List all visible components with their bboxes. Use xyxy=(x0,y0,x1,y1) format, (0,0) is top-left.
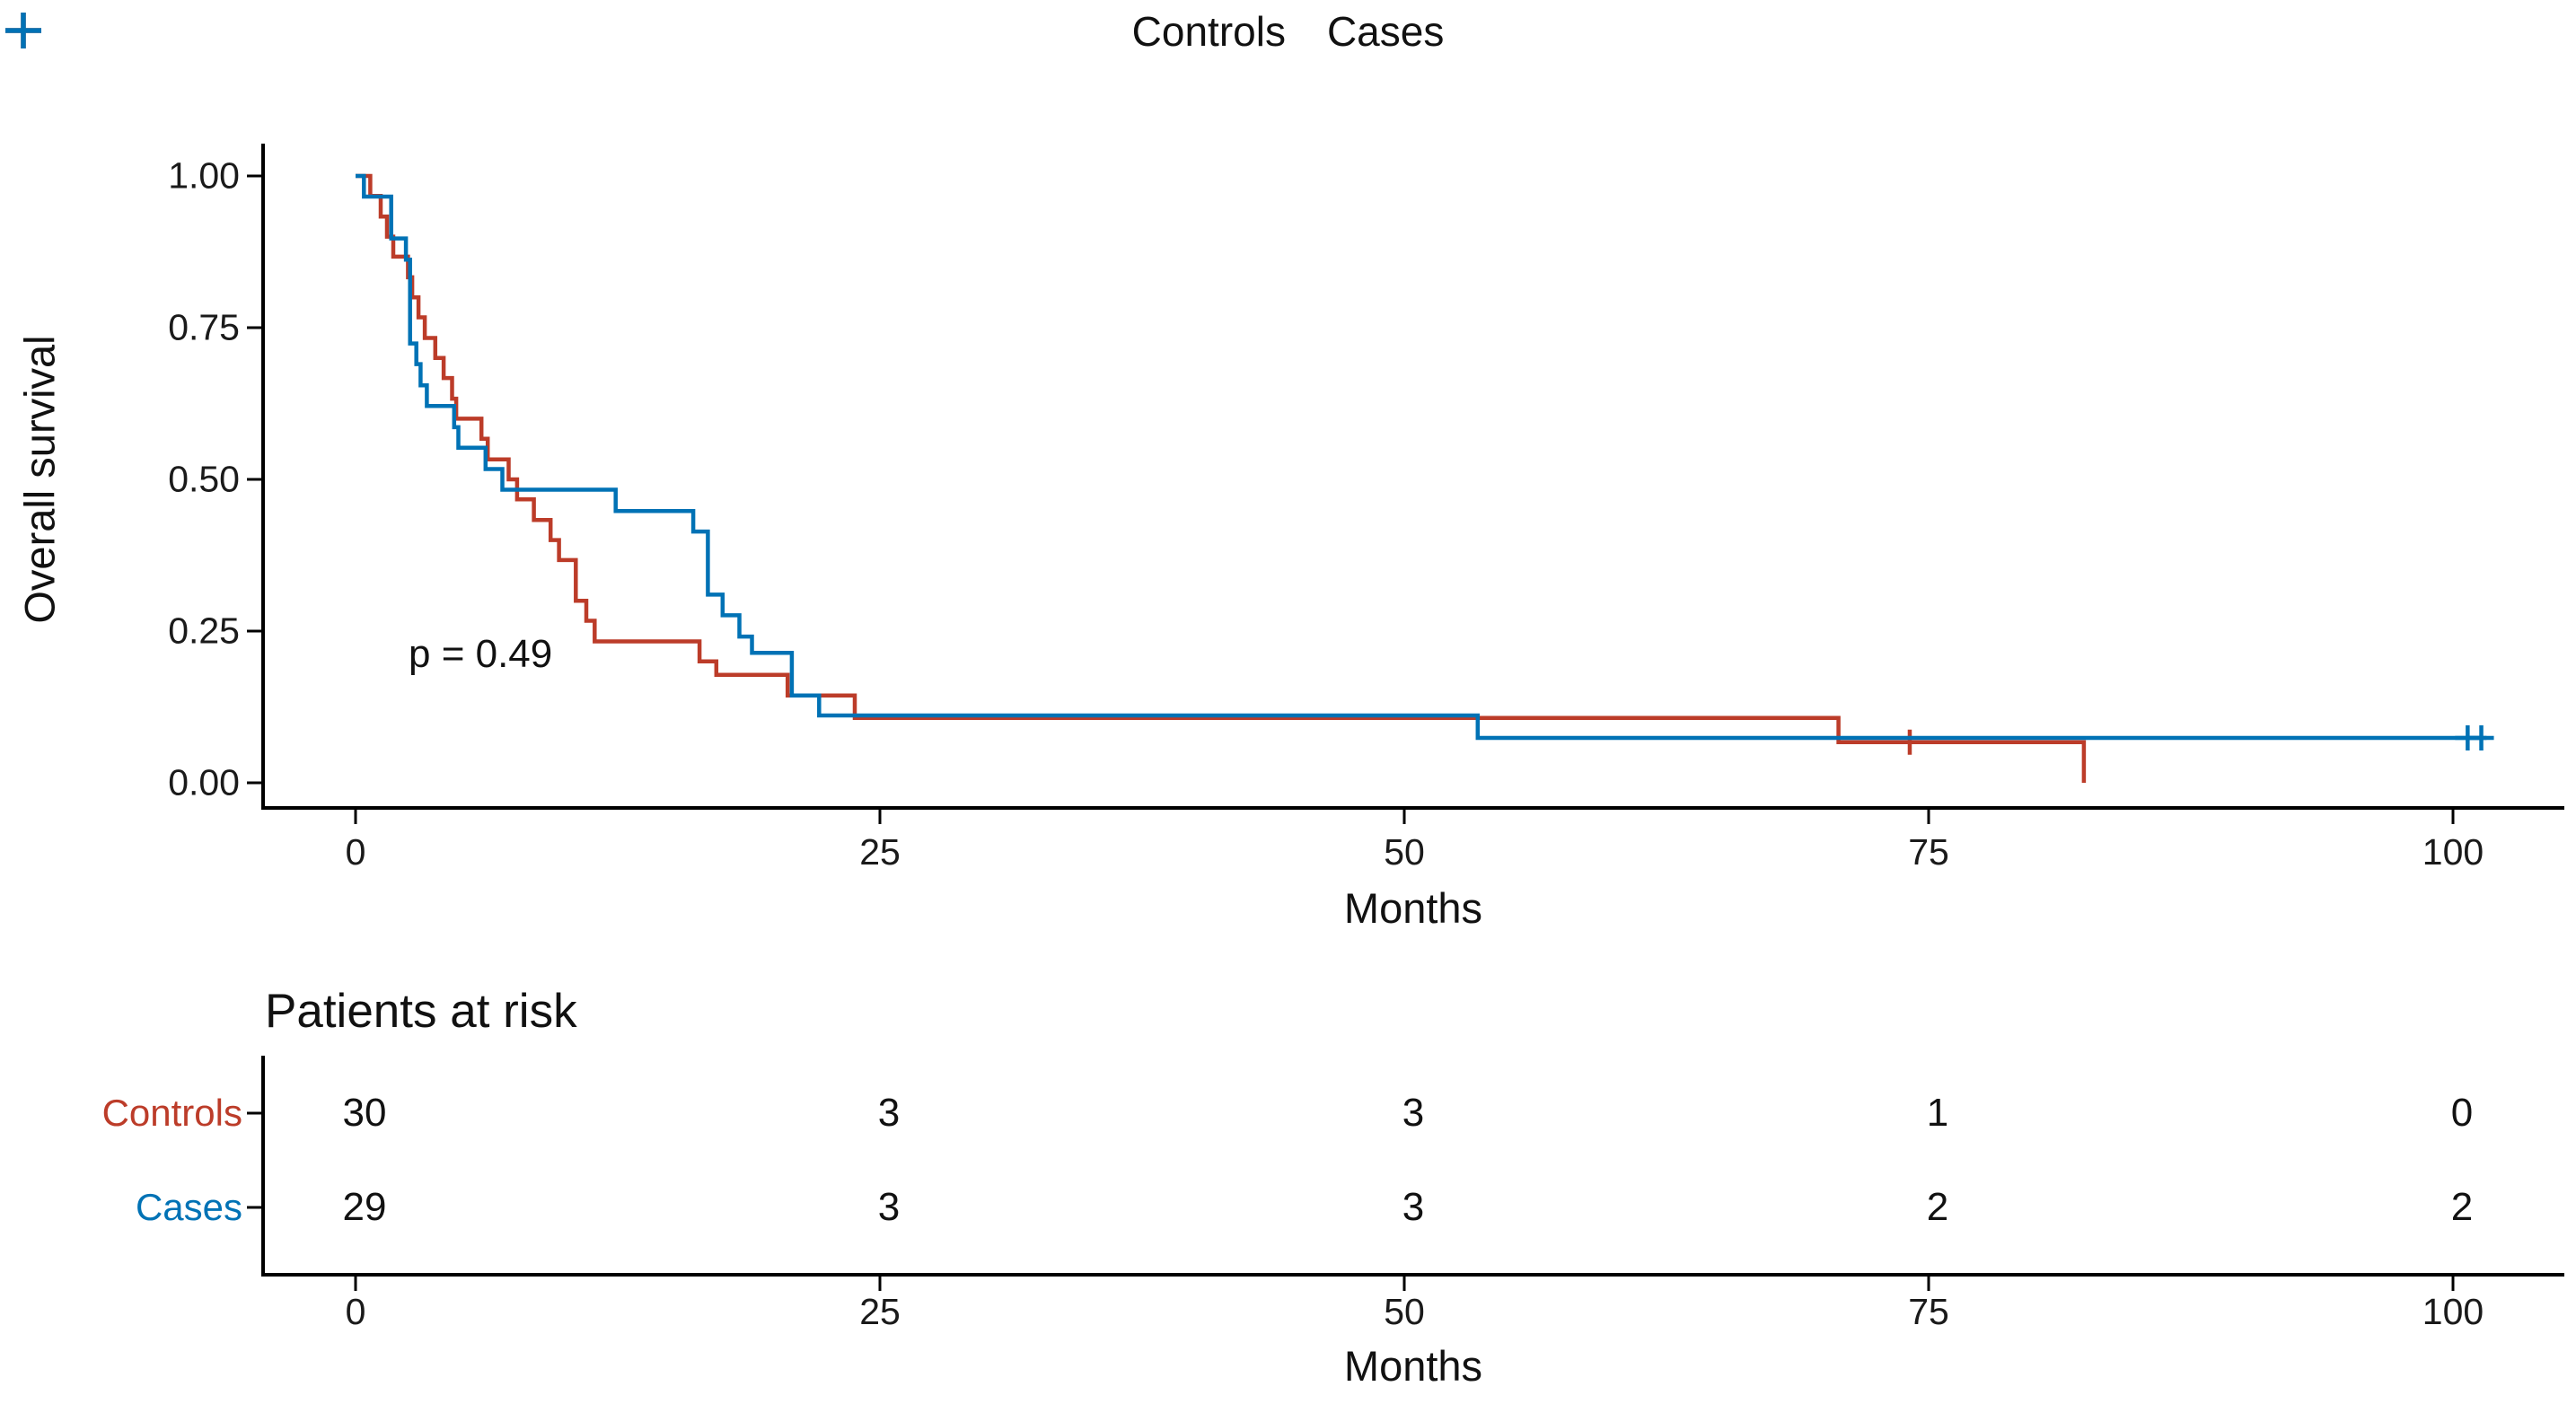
x-tick-label: 75 xyxy=(1908,831,1949,873)
legend-item-cases: Cases xyxy=(5,7,1445,56)
risk-count: 3 xyxy=(877,1185,901,1229)
risk-table-title: Patients at risk xyxy=(265,985,577,1038)
y-axis-title: Overall survival xyxy=(15,335,64,624)
risk-count: 2 xyxy=(2450,1185,2474,1229)
y-tick-label: 1.00 xyxy=(168,154,240,197)
x-tick-label: 50 xyxy=(1384,831,1425,873)
risk-x-tick-label: 75 xyxy=(1908,1291,1949,1332)
km-curve-controls xyxy=(356,173,2087,783)
risk-x-tick-label: 0 xyxy=(345,1291,366,1332)
x-tick-label: 0 xyxy=(345,831,366,873)
risk-x-tick-label: 25 xyxy=(859,1291,901,1332)
legend-label-controls: Controls xyxy=(1131,8,1286,55)
risk-count: 3 xyxy=(1402,1185,1425,1229)
y-tick-label: 0.00 xyxy=(168,761,240,803)
legend-label-cases: Cases xyxy=(1326,8,1445,55)
plot-legend: Controls Cases xyxy=(0,7,2576,56)
risk-count: 1 xyxy=(1926,1091,1949,1135)
risk-count: 0 xyxy=(2450,1091,2474,1135)
censor-mark-cases xyxy=(2468,724,2494,750)
y-tick-label: 0.25 xyxy=(168,610,240,652)
risk-row-label-cases: Cases xyxy=(135,1186,242,1228)
km-curve-cases xyxy=(356,173,2487,741)
x-axis-title: Months xyxy=(1343,884,1483,932)
risk-count: 3 xyxy=(1402,1091,1425,1135)
x-tick-label: 100 xyxy=(2422,831,2484,873)
cases-plus-icon xyxy=(5,13,41,48)
risk-table-x-axis-title: Months xyxy=(1343,1342,1483,1390)
x-tick-label: 25 xyxy=(859,831,901,873)
y-tick-label: 0.75 xyxy=(168,306,240,348)
risk-x-tick-label: 50 xyxy=(1384,1291,1425,1332)
risk-count: 30 xyxy=(342,1091,387,1135)
risk-x-tick-label: 100 xyxy=(2422,1291,2484,1332)
y-tick-label: 0.50 xyxy=(168,458,240,500)
risk-count: 3 xyxy=(877,1091,901,1135)
p-value-annotation: p = 0.49 xyxy=(409,632,553,676)
risk-count: 2 xyxy=(1926,1185,1949,1229)
legend-item-controls: Controls xyxy=(5,7,1286,56)
censor-mark-controls xyxy=(1896,729,1922,755)
risk-count: 29 xyxy=(342,1185,387,1229)
risk-row-label-controls: Controls xyxy=(101,1092,242,1134)
